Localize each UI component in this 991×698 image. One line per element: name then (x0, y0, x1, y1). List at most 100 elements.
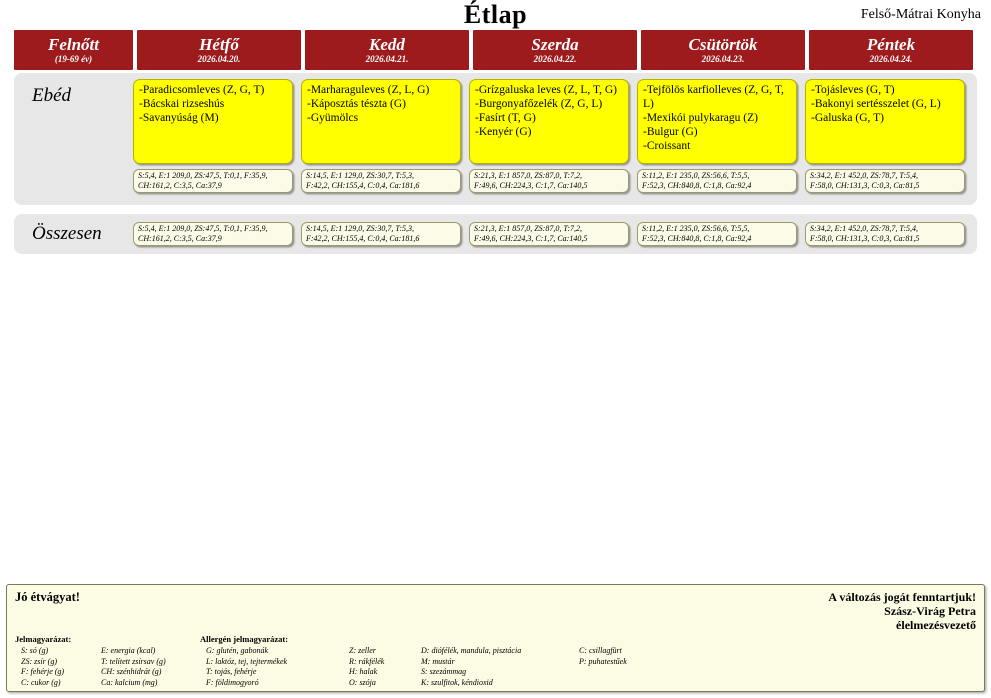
nutrition-box: S:34,2, E:1 452,0, ZS:78,7, T:5,4, F:58,… (805, 222, 965, 246)
column-header-name: Hétfő (199, 34, 239, 54)
allergen-legend-column: C: csillagfürt P: puhatestűek (579, 646, 699, 688)
dish-line: -Bácskai rizseshús (139, 98, 225, 110)
column-header-date: 2026.04.24. (869, 53, 913, 64)
dish-line: -Tejfölös karfiolleves (Z, G, T, L) (643, 84, 784, 110)
allergen-legend-title: Allergén jelmagyarázat: (200, 634, 289, 644)
column-header-name: Csütörtök (688, 34, 758, 54)
kitchen-name: Felső-Mátrai Konyha (860, 7, 981, 22)
nutrition-line: S:14,5, E:1 129,0, ZS:30,7, T:5,3, (306, 171, 414, 180)
column-header-tuesday: Kedd 2026.04.21. (305, 30, 469, 70)
meal-label-total: Összesen (32, 223, 102, 244)
nutrition-line: S:21,3, E:1 857,0, ZS:87,0, T:7,2, (474, 224, 582, 233)
legend-area: Jelmagyarázat: S: só (g) ZS: zsír (g) F:… (11, 634, 981, 688)
menu-table: Felnőtt (19-69 év) Hétfő 2026.04.20. Ked… (14, 30, 977, 254)
dish-box: -Marharaguleves (Z, L, G) -Káposztás tés… (301, 79, 461, 164)
dish-line: -Káposztás tészta (G) (307, 98, 406, 110)
nutrition-legend-title: Jelmagyarázat: (15, 634, 72, 644)
total-row: Összesen S:5,4, E:1 209,0, ZS:47,5, T:0,… (14, 214, 977, 254)
nutrition-line: F:49,6, CH:224,3, C:1,7, Ca:140,5 (474, 180, 588, 190)
column-header-name: Péntek (866, 34, 916, 54)
nutrition-line: S:34,2, E:1 452,0, ZS:78,7, T:5,4, (810, 224, 918, 233)
dish-line: -Tojásleves (G, T) (811, 84, 895, 96)
nutrition-line: S:34,2, E:1 452,0, ZS:78,7, T:5,4, (810, 171, 918, 180)
column-header-name: Kedd (369, 34, 405, 54)
disclaimer-line: A változás jogát fenntartjuk! (828, 590, 976, 604)
column-header-date: 2026.04.22. (533, 53, 577, 64)
allergen-legend-column: Z: zeller R: rákfélék H: halak O: szója (349, 646, 411, 688)
lunch-cell-wednesday: -Grízgaluska leves (Z, L, T, G) -Burgony… (469, 79, 633, 193)
dish-line: -Mexikói pulykaragu (Z) (643, 112, 758, 124)
disclaimer-block: A változás jogát fenntartjuk! Szász-Virá… (828, 590, 976, 632)
lunch-cell-tuesday: -Marharaguleves (Z, L, G) -Káposztás tés… (301, 79, 465, 193)
dish-box: -Grízgaluska leves (Z, L, T, G) -Burgony… (469, 79, 629, 164)
nutrition-line: S:14,5, E:1 129,0, ZS:30,7, T:5,3, (306, 224, 414, 233)
dish-line: -Marharaguleves (Z, L, G) (307, 84, 430, 96)
legend-item: F: földimogyoró (206, 677, 259, 687)
legend-item: T: tojás, fehérje (206, 667, 257, 676)
nutrition-line: S:11,2, E:1 235,0, ZS:56,6, T:5,5, (642, 224, 750, 233)
dish-line: -Kenyér (G) (475, 126, 532, 138)
dish-line: -Paradicsomleves (Z, G, T) (139, 84, 265, 96)
column-header-name: Felnőtt (47, 34, 99, 54)
legend-item: D: diófélék, mandula, pisztácia (421, 646, 522, 655)
legend-item: E: energia (kcal) (101, 646, 156, 655)
dish-line: -Fasírt (T, G) (475, 112, 536, 124)
dish-box: -Paradicsomleves (Z, G, T) -Bácskai rizs… (133, 79, 293, 164)
bon-appetit-text: Jó étvágyat! (15, 590, 80, 604)
dish-box: -Tejfölös karfiolleves (Z, G, T, L) -Mex… (637, 79, 797, 164)
dish-line: -Burgonyafőzelék (Z, G, L) (475, 98, 603, 110)
footer-panel: Jó étvágyat! A változás jogát fenntartju… (6, 584, 985, 692)
nutrition-line: F:49,6, CH:224,3, C:1,7, Ca:140,5 (474, 233, 588, 243)
total-cell-monday: S:5,4, E:1 209,0, ZS:47,5, T:0,1, F:35,9… (133, 222, 297, 246)
nutrition-box: S:5,4, E:1 209,0, ZS:47,5, T:0,1, F:35,9… (133, 222, 293, 246)
total-cell-friday: S:34,2, E:1 452,0, ZS:78,7, T:5,4, F:58,… (805, 222, 969, 246)
nutrition-legend-column: S: só (g) ZS: zsír (g) F: fehérje (g) C:… (15, 646, 101, 688)
legend-item: K: szulfitok, kéndioxid (421, 677, 493, 687)
nutrition-line: CH:161,2, C:3,5, Ca:37,9 (138, 180, 222, 190)
nutrition-legend-column: E: energia (kcal) T: telített zsírsav (g… (101, 646, 187, 688)
nutrition-line: S:11,2, E:1 235,0, ZS:56,6, T:5,5, (642, 171, 750, 180)
nutrition-line: S:5,4, E:1 209,0, ZS:47,5, T:0,1, F:35,9… (138, 224, 268, 233)
dish-line: -Gyümölcs (307, 112, 359, 124)
total-cell-wednesday: S:21,3, E:1 857,0, ZS:87,0, T:7,2, F:49,… (469, 222, 633, 246)
legend-item: C: cukor (g) (21, 677, 61, 687)
nutrition-line: CH:161,2, C:3,5, Ca:37,9 (138, 233, 222, 243)
nutrition-line: F:58,0, CH:131,3, C:0,3, Ca:81,5 (810, 233, 920, 243)
lunch-row: Ebéd -Paradicsomleves (Z, G, T) -Bácskai… (14, 73, 977, 205)
legend-item: L: laktóz, tej, tejtermékek (206, 656, 288, 666)
total-cell-thursday: S:11,2, E:1 235,0, ZS:56,6, T:5,5, F:52,… (637, 222, 801, 246)
legend-item: R: rákfélék (349, 656, 385, 666)
legend-item: C: csillagfürt (579, 646, 622, 655)
legend-item: S: szezámmag (421, 667, 467, 676)
legend-item: O: szója (349, 677, 376, 687)
nutrition-box: S:14,5, E:1 129,0, ZS:30,7, T:5,3, F:42,… (301, 222, 461, 246)
column-header-date: 2026.04.23. (701, 53, 745, 64)
nutrition-line: F:58,0, CH:131,3, C:0,3, Ca:81,5 (810, 180, 920, 190)
dish-line: -Bakonyi sertésszelet (G, L) (811, 98, 941, 110)
signature-name: Szász-Virág Petra (884, 604, 976, 618)
nutrition-box: S:21,3, E:1 857,0, ZS:87,0, T:7,2, F:49,… (469, 169, 629, 193)
dish-line: -Bulgur (G) (643, 126, 698, 138)
nutrition-legend: Jelmagyarázat: S: só (g) ZS: zsír (g) F:… (11, 634, 200, 688)
column-header-date: 2026.04.21. (365, 53, 409, 64)
legend-item: CH: szénhidrát (g) (101, 667, 162, 676)
page-title: Étlap (463, 0, 528, 29)
legend-item: T: telített zsírsav (g) (101, 656, 166, 666)
legend-item: S: só (g) (21, 646, 49, 655)
allergen-legend: Allergén jelmagyarázat: G: glutén, gabon… (200, 634, 709, 688)
legend-item: G: glutén, gabonák (206, 646, 268, 655)
meal-label-lunch: Ebéd (32, 85, 72, 106)
lunch-cell-monday: -Paradicsomleves (Z, G, T) -Bácskai rizs… (133, 79, 297, 193)
column-header-thursday: Csütörtök 2026.04.23. (641, 30, 805, 70)
column-header-friday: Péntek 2026.04.24. (809, 30, 973, 70)
dish-line: -Galuska (G, T) (811, 112, 884, 124)
dish-line: -Grízgaluska leves (Z, L, T, G) (475, 84, 617, 96)
column-header-age-group: Felnőtt (19-69 év) (14, 30, 133, 70)
nutrition-line: F:42,2, CH:155,4, C:0,4, Ca:181,6 (306, 233, 420, 243)
column-header-name: Szerda (531, 34, 579, 54)
nutrition-box: S:34,2, E:1 452,0, ZS:78,7, T:5,4, F:58,… (805, 169, 965, 193)
nutrition-box: S:21,3, E:1 857,0, ZS:87,0, T:7,2, F:49,… (469, 222, 629, 246)
legend-item: P: puhatestűek (579, 656, 627, 666)
nutrition-line: S:21,3, E:1 857,0, ZS:87,0, T:7,2, (474, 171, 582, 180)
legend-item: Ca: kalcium (mg) (101, 677, 158, 687)
